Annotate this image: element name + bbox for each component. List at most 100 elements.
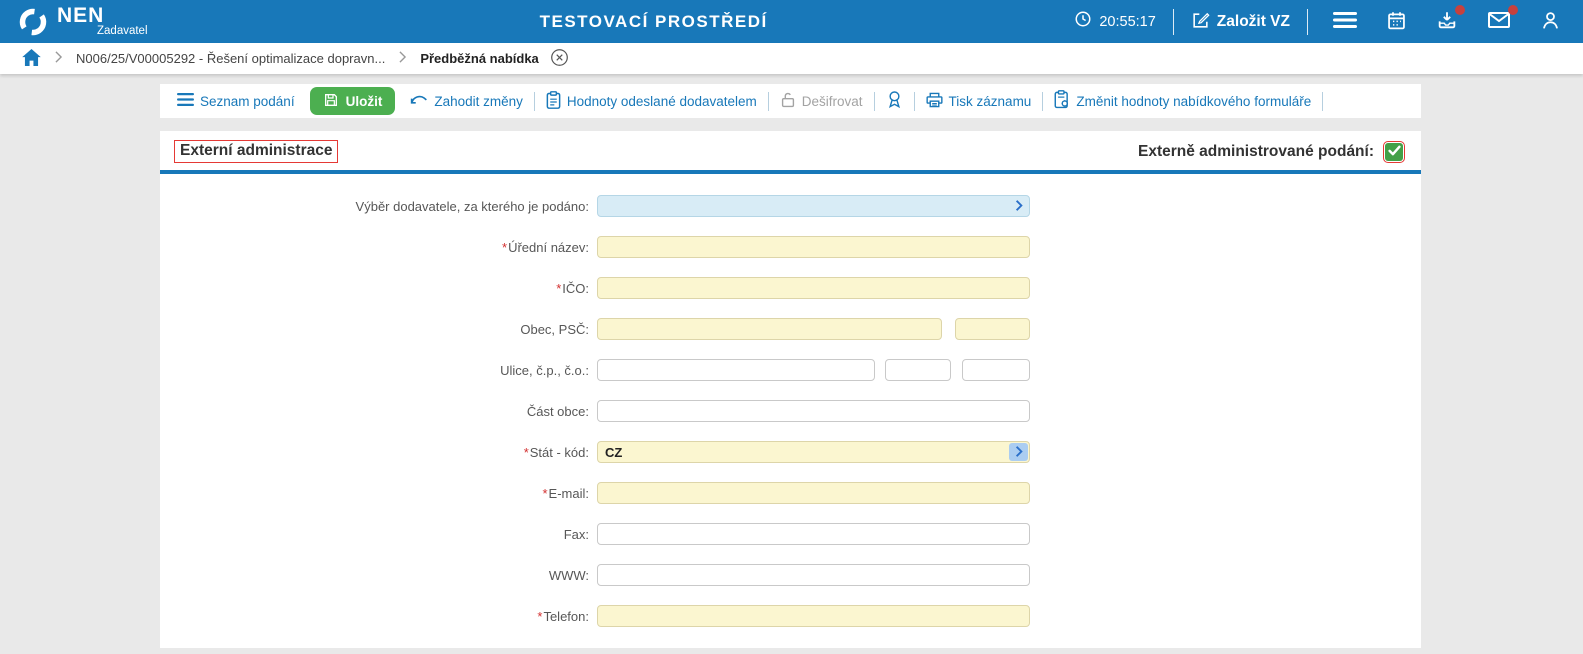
zip-input[interactable] xyxy=(955,318,1030,340)
required-marker: * xyxy=(542,485,548,501)
section-header: Externí administrace Externě administrov… xyxy=(160,131,1421,170)
current-time: 20:55:17 xyxy=(1099,13,1156,30)
street-input[interactable] xyxy=(597,359,875,381)
field-label: *IČO: xyxy=(556,280,589,296)
form-row: *Telefon: xyxy=(160,605,1421,627)
supplier-picker-input[interactable] xyxy=(597,195,1030,217)
save-button[interactable]: Uložit xyxy=(309,87,396,115)
toolbar-divider xyxy=(1042,91,1044,111)
environment-title: TESTOVACÍ PROSTŘEDÍ xyxy=(539,11,768,31)
field-label: *E-mail: xyxy=(542,485,589,501)
close-circle-icon xyxy=(550,48,569,70)
breadcrumb-item-current: Předběžná nabídka xyxy=(420,51,539,66)
server-time: 20:55:17 xyxy=(1074,10,1156,33)
download-tray-icon xyxy=(1436,9,1458,34)
hamburger-icon xyxy=(1333,10,1357,33)
form-row: WWW: xyxy=(160,564,1421,586)
form-row: *E-mail: xyxy=(160,482,1421,504)
brand-subtitle: Zadavatel xyxy=(97,25,148,38)
decrypt-button[interactable]: Dešifrovat xyxy=(771,87,872,115)
section-title: Externí administrace xyxy=(174,140,339,163)
notification-dot xyxy=(1455,5,1465,15)
required-marker: * xyxy=(523,444,529,460)
close-tab-button[interactable] xyxy=(550,48,569,70)
toolbar-label: Seznam podání xyxy=(200,93,295,109)
form-row: Fax: xyxy=(160,523,1421,545)
field-label: Ulice, č.p., č.o.: xyxy=(500,362,589,378)
field-label: *Stát - kód: xyxy=(523,444,589,460)
nen-logo[interactable]: NEN Zadavatel xyxy=(18,5,233,38)
country-picker-open-button[interactable] xyxy=(1009,443,1028,461)
www-input[interactable] xyxy=(597,564,1030,586)
record-toolbar: Seznam podání Uložit Zahodit změny Hodno… xyxy=(160,84,1421,118)
house-number-input[interactable] xyxy=(885,359,951,381)
ribbon-award-icon xyxy=(886,90,903,112)
official-name-input[interactable] xyxy=(597,236,1030,258)
form-row: *Stát - kód: xyxy=(160,441,1421,463)
phone-input[interactable] xyxy=(597,605,1030,627)
external-submission-label: Externě administrované podání: xyxy=(1138,142,1374,160)
external-administration-panel: Externí administrace Externě administrov… xyxy=(160,131,1421,648)
header-divider xyxy=(1172,8,1174,35)
nen-logo-icon xyxy=(18,7,48,37)
messages-button[interactable] xyxy=(1485,5,1518,36)
form-row: Ulice, č.p., č.o.: xyxy=(160,359,1421,381)
form-row: Část obce: xyxy=(160,400,1421,422)
field-label: WWW: xyxy=(548,567,589,583)
breadcrumb-item-contract[interactable]: N006/25/V00005292 - Řešení optimalizace … xyxy=(76,51,386,66)
create-vz-button[interactable]: Založit VZ xyxy=(1191,11,1290,33)
discard-arrow-icon xyxy=(410,92,428,110)
person-icon xyxy=(1540,10,1561,34)
toolbar-label: Tisk záznamu xyxy=(948,93,1032,109)
chevron-right-icon xyxy=(1015,199,1023,214)
toolbar-label: Zahodit změny xyxy=(434,93,523,109)
chevron-right-icon xyxy=(1015,445,1023,460)
external-submission-checkbox[interactable] xyxy=(1383,140,1405,163)
profile-button[interactable] xyxy=(1538,8,1563,36)
toolbar-divider xyxy=(533,91,535,111)
floppy-disk-icon xyxy=(323,92,339,111)
supplier-picker-open-button[interactable] xyxy=(1009,197,1028,215)
app-header: NEN Zadavatel TESTOVACÍ PROSTŘEDÍ 20:55:… xyxy=(0,0,1583,43)
downloads-button[interactable] xyxy=(1434,5,1465,36)
field-label: Obec, PSČ: xyxy=(520,321,589,337)
toolbar-label: Dešifrovat xyxy=(801,93,863,109)
email-input[interactable] xyxy=(597,482,1030,504)
printer-icon xyxy=(926,92,943,111)
district-input[interactable] xyxy=(597,400,1030,422)
breadcrumb-chevron-icon xyxy=(54,51,63,66)
unlock-icon xyxy=(780,91,796,111)
home-icon xyxy=(22,48,41,69)
required-marker: * xyxy=(537,608,543,624)
orientation-number-input[interactable] xyxy=(962,359,1030,381)
calendar-icon xyxy=(1386,10,1407,34)
ico-input[interactable] xyxy=(597,277,1030,299)
change-form-values-button[interactable]: Změnit hodnoty nabídkového formuláře xyxy=(1045,87,1320,115)
toolbar-label: Změnit hodnoty nabídkového formuláře xyxy=(1076,93,1312,109)
header-divider xyxy=(1307,8,1308,35)
print-button[interactable]: Tisk záznamu xyxy=(917,87,1041,115)
home-button[interactable] xyxy=(22,48,41,69)
checkmark-icon xyxy=(1387,144,1401,159)
toolbar-seznam-podani-button[interactable]: Seznam podání xyxy=(168,87,304,115)
breadcrumb: N006/25/V00005292 - Řešení optimalizace … xyxy=(0,43,1583,74)
required-marker: * xyxy=(556,280,562,296)
header-controls: 20:55:17 Založit VZ xyxy=(1074,5,1569,36)
form-row: Obec, PSČ: xyxy=(160,318,1421,340)
breadcrumb-chevron-icon xyxy=(398,51,407,66)
country-code-input[interactable] xyxy=(597,441,1030,463)
field-label: *Telefon: xyxy=(537,608,589,624)
list-menu-icon xyxy=(177,93,194,109)
city-input[interactable] xyxy=(597,318,942,340)
calendar-button[interactable] xyxy=(1384,8,1409,36)
certificate-button[interactable] xyxy=(877,87,912,115)
field-label: *Úřední název: xyxy=(502,239,589,255)
supplier-values-button[interactable]: Hodnoty odeslané dodavatelem xyxy=(537,87,766,115)
fax-input[interactable] xyxy=(597,523,1030,545)
clipboard-icon xyxy=(546,90,561,112)
menu-button[interactable] xyxy=(1331,8,1359,35)
discard-changes-button[interactable]: Zahodit změny xyxy=(401,87,532,115)
save-label: Uložit xyxy=(345,93,383,109)
create-vz-label: Založit VZ xyxy=(1216,12,1290,30)
